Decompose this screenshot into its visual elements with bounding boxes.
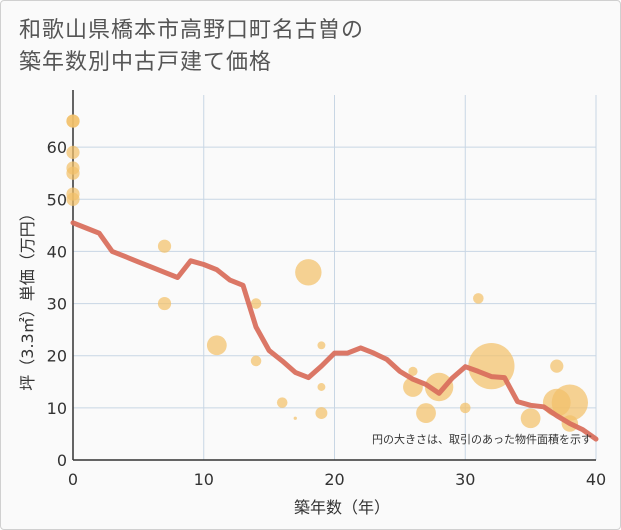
x-tick-label: 40 [586,470,606,489]
data-point [276,397,288,408]
x-axis-label: 築年数（年） [294,498,390,517]
x-tick-label: 20 [324,470,344,489]
data-point [408,366,418,376]
data-point [206,335,227,356]
data-point [317,341,326,350]
grid [73,95,597,460]
y-tick-label: 60 [47,138,67,157]
y-tick-label: 0 [57,451,67,470]
size-annotation: 円の大きさは、取引のあった物件面積を示す [372,432,592,446]
data-point [317,383,326,391]
x-tick-label: 10 [194,470,214,489]
data-point [157,296,172,311]
chart-title: 和歌山県橋本市高野口町名古曽の 築年数別中古戸建て価格 [19,15,609,79]
chart-title-line-2: 築年数別中古戸建て価格 [19,50,273,75]
series-line [70,220,599,442]
data-point [520,408,541,429]
data-point [424,372,454,402]
y-tick-label: 30 [47,295,67,314]
y-tick-label: 50 [47,190,67,209]
data-point [250,298,262,309]
average-line [70,220,599,442]
data-point [550,359,564,373]
x-tick-label: 30 [455,470,475,489]
y-tick-label: 40 [47,242,67,261]
data-point [459,402,471,414]
data-point [416,403,436,423]
data-point [293,416,297,420]
y-tick-label: 20 [47,347,67,366]
data-point [250,355,262,367]
data-point [315,407,328,420]
y-tick-label: 10 [47,399,67,418]
y-axis-label: 坪（3.3㎡）単価（万円） [18,205,37,390]
data-point [157,239,172,253]
data-point [66,192,80,206]
tick-labels: 0 10 20 30 40 50 60 0 10 20 30 40 [47,138,607,489]
data-point [295,259,322,286]
chart-title-line-1: 和歌山県橋本市高野口町名古曽の [19,18,365,43]
data-point [473,293,484,304]
data-point [66,114,80,128]
data-point [551,384,588,421]
data-point [66,145,80,159]
x-tick-label: 0 [68,470,78,489]
data-point [66,166,80,180]
